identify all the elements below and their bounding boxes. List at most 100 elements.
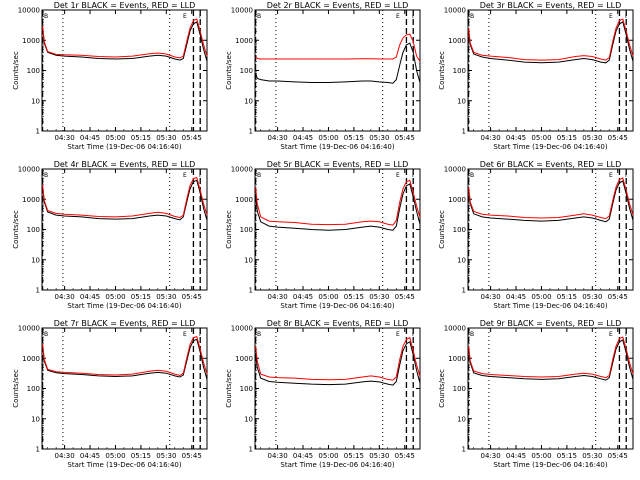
- x-axis-label: Start Time (19-Dec-06 04:16:40): [67, 143, 181, 151]
- x-tick-label: 05:15: [344, 134, 364, 142]
- marker-letter-left: B: [44, 13, 48, 20]
- events-series-line: [255, 42, 421, 84]
- panel-title: Det 4r BLACK = Events, RED = LLD: [54, 160, 196, 169]
- y-tick-label: 1: [36, 287, 40, 295]
- marker-letter-left: B: [44, 331, 48, 338]
- x-tick-label: 05:00: [318, 452, 338, 460]
- x-tick-label: 05:15: [344, 293, 364, 301]
- y-tick-label: 100: [453, 226, 466, 234]
- x-tick-label: 04:45: [80, 134, 100, 142]
- x-axis-label: Start Time (19-Dec-06 04:16:40): [493, 302, 607, 310]
- y-tick-label: 10000: [18, 325, 40, 333]
- marker-letter-right: I: [412, 13, 414, 20]
- y-tick-label: 10: [31, 256, 40, 264]
- panel-det-2r: Det 2r BLACK = Events, RED = LLD 1 10 100 10…: [225, 1, 421, 151]
- y-tick-label: 1000: [22, 196, 40, 204]
- x-tick-label: 05:45: [608, 293, 628, 301]
- panel-title: Det 9r BLACK = Events, RED = LLD: [480, 319, 622, 328]
- marker-letter-mid: E: [396, 331, 400, 338]
- marker-letter-right: I: [199, 13, 201, 20]
- marker-letter-mid: E: [183, 331, 187, 338]
- plot-frame: [41, 168, 208, 291]
- marker-letter-right: I: [625, 13, 627, 20]
- x-tick-label: 05:15: [131, 134, 151, 142]
- y-axis-label: Counts/sec: [225, 210, 233, 249]
- x-tick-label: 05:45: [182, 452, 202, 460]
- x-tick-label: 04:45: [293, 134, 313, 142]
- plot-frame: [467, 327, 634, 450]
- events-series-line: [42, 21, 208, 62]
- y-tick-label: 10000: [231, 325, 253, 333]
- marker-letter-right: I: [199, 172, 201, 179]
- panel-det-8r: Det 8r BLACK = Events, RED = LLD 1 10 100 10…: [225, 319, 421, 469]
- panel-det-5r: Det 5r BLACK = Events, RED = LLD 1 10 100 10…: [225, 160, 421, 310]
- x-tick-label: 05:00: [105, 293, 125, 301]
- events-series-line: [42, 338, 208, 380]
- y-tick-label: 100: [240, 226, 253, 234]
- y-tick-label: 10: [457, 415, 466, 423]
- y-tick-label: 100: [240, 67, 253, 75]
- x-tick-label: 05:30: [156, 293, 176, 301]
- events-series-line: [468, 180, 634, 223]
- x-tick-label: 05:15: [557, 452, 577, 460]
- x-tick-label: 05:45: [395, 134, 415, 142]
- y-tick-label: 10000: [444, 7, 466, 15]
- x-tick-label: 05:15: [131, 452, 151, 460]
- x-tick-label: 05:30: [156, 452, 176, 460]
- x-tick-label: 04:45: [506, 452, 526, 460]
- events-series-line: [42, 179, 208, 221]
- lld-series-line: [468, 177, 634, 220]
- plot-frame: [467, 9, 634, 132]
- y-tick-label: 100: [27, 226, 40, 234]
- y-tick-label: 10000: [444, 325, 466, 333]
- x-tick-label: 04:30: [481, 293, 501, 301]
- events-series-line: [468, 21, 634, 64]
- x-tick-label: 05:45: [395, 452, 415, 460]
- y-axis-label: Counts/sec: [438, 210, 446, 249]
- marker-letter-mid: E: [183, 13, 187, 20]
- x-tick-label: 05:15: [557, 293, 577, 301]
- y-tick-label: 10: [31, 97, 40, 105]
- x-tick-label: 04:30: [481, 452, 501, 460]
- x-tick-label: 04:45: [293, 452, 313, 460]
- y-tick-label: 10000: [231, 7, 253, 15]
- panel-title: Det 5r BLACK = Events, RED = LLD: [267, 160, 409, 169]
- y-tick-label: 10: [457, 256, 466, 264]
- x-tick-label: 04:45: [506, 293, 526, 301]
- x-tick-label: 04:30: [268, 293, 288, 301]
- y-tick-label: 1000: [22, 355, 40, 363]
- y-tick-label: 100: [453, 385, 466, 393]
- panel-det-4r: Det 4r BLACK = Events, RED = LLD 1 10 100 10…: [12, 160, 208, 310]
- y-axis-label: Counts/sec: [225, 51, 233, 90]
- y-tick-label: 10000: [18, 7, 40, 15]
- y-tick-label: 1000: [235, 196, 253, 204]
- plot-frame: [254, 327, 421, 450]
- lld-series-line: [42, 18, 208, 59]
- x-tick-label: 04:30: [268, 134, 288, 142]
- y-tick-label: 1: [462, 287, 466, 295]
- y-tick-label: 1: [36, 128, 40, 136]
- x-tick-label: 05:30: [582, 134, 602, 142]
- x-tick-label: 05:15: [344, 452, 364, 460]
- y-axis-label: Counts/sec: [438, 51, 446, 90]
- plot-frame: [41, 327, 208, 450]
- marker-letter-right: I: [412, 331, 414, 338]
- x-tick-label: 05:45: [395, 293, 415, 301]
- x-tick-label: 05:00: [531, 293, 551, 301]
- x-axis-label: Start Time (19-Dec-06 04:16:40): [493, 461, 607, 469]
- x-tick-label: 05:30: [156, 134, 176, 142]
- panel-title: Det 8r BLACK = Events, RED = LLD: [267, 319, 409, 328]
- x-tick-label: 05:30: [369, 134, 389, 142]
- panel-title: Det 7r BLACK = Events, RED = LLD: [54, 319, 196, 328]
- x-tick-label: 05:45: [182, 293, 202, 301]
- marker-letter-left: B: [257, 331, 261, 338]
- y-tick-label: 1: [249, 128, 253, 136]
- y-tick-label: 100: [240, 385, 253, 393]
- x-axis-label: Start Time (19-Dec-06 04:16:40): [67, 302, 181, 310]
- y-tick-label: 10: [457, 97, 466, 105]
- panel-title: Det 2r BLACK = Events, RED = LLD: [267, 1, 409, 10]
- lld-series-line: [42, 335, 208, 377]
- y-tick-label: 1000: [448, 37, 466, 45]
- panel-title: Det 1r BLACK = Events, RED = LLD: [54, 1, 196, 10]
